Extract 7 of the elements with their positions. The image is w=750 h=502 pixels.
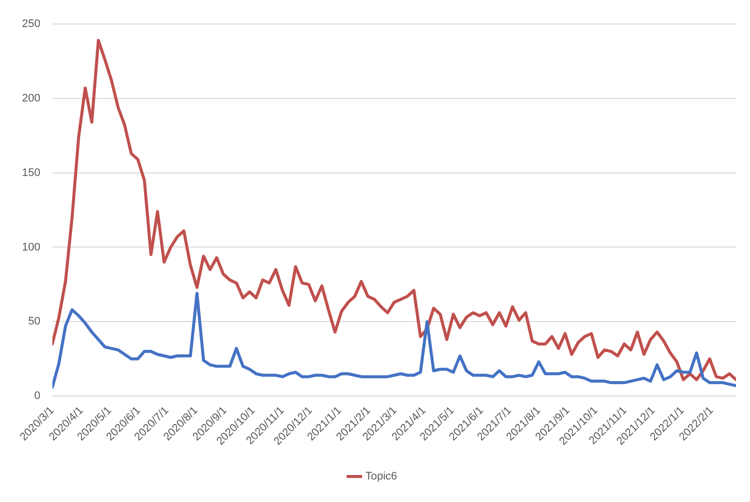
y-tick-label: 100 bbox=[22, 241, 40, 254]
y-tick-label: 50 bbox=[28, 316, 40, 328]
y-tick-label: 150 bbox=[22, 166, 40, 179]
y-tick-label: 250 bbox=[22, 18, 40, 30]
y-tick-label: 0 bbox=[34, 390, 40, 402]
legend-label: Topic6 bbox=[365, 470, 398, 483]
y-tick-label: 200 bbox=[22, 92, 40, 104]
